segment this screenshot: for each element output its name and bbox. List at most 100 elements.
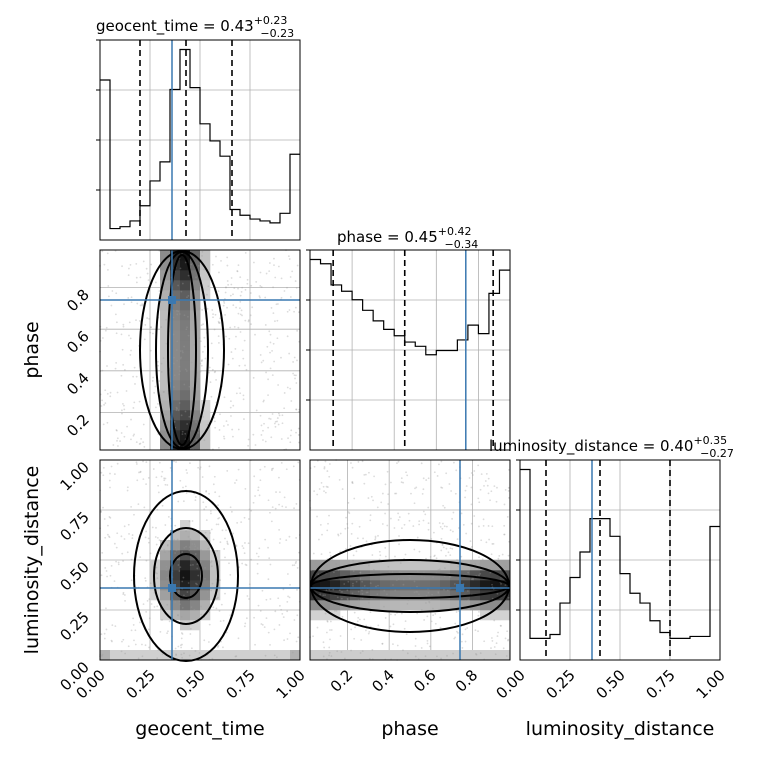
sample-point — [323, 466, 326, 468]
sample-point — [143, 445, 146, 448]
sample-point — [425, 594, 428, 597]
sample-point — [410, 492, 412, 495]
sample-point — [132, 407, 135, 409]
sample-point — [432, 614, 435, 617]
density-cell — [380, 560, 391, 571]
sample-point — [427, 528, 430, 531]
sample-point — [133, 433, 136, 436]
sample-point — [264, 296, 267, 299]
sample-point — [502, 647, 505, 650]
sample-point — [343, 583, 346, 585]
sample-point — [251, 306, 254, 309]
sample-point — [273, 654, 276, 657]
sample-point — [248, 508, 251, 511]
sample-point — [418, 523, 421, 526]
sample-point — [167, 282, 170, 284]
histogram-step — [520, 468, 720, 639]
sample-point — [225, 529, 227, 532]
sample-point — [367, 601, 370, 604]
sample-point — [145, 530, 148, 533]
sample-point — [475, 652, 477, 655]
sample-point — [256, 562, 259, 565]
sample-point — [225, 335, 227, 338]
sample-point — [174, 552, 177, 554]
sample-point — [201, 556, 204, 559]
sample-point — [160, 475, 163, 478]
sample-point — [457, 610, 460, 612]
density-cell — [140, 650, 151, 661]
sample-point — [429, 555, 432, 558]
sample-point — [337, 534, 340, 537]
sample-point — [357, 461, 360, 463]
sample-point — [372, 568, 375, 571]
sample-point — [254, 643, 256, 646]
sample-point — [465, 485, 468, 487]
sample-point — [371, 554, 374, 556]
sample-point — [239, 276, 242, 279]
sample-point — [483, 484, 485, 487]
sample-point — [119, 440, 121, 442]
density-cell — [310, 590, 321, 601]
density-cell — [160, 380, 171, 391]
sample-point — [176, 538, 179, 541]
sample-point — [447, 551, 450, 554]
sample-point — [431, 593, 434, 596]
sample-point — [175, 349, 178, 351]
sample-point — [131, 537, 134, 540]
sample-point — [244, 622, 247, 625]
sample-point — [253, 616, 255, 619]
sample-point — [489, 571, 492, 574]
sample-point — [278, 624, 281, 626]
sample-point — [507, 486, 510, 489]
sample-point — [324, 612, 327, 615]
sample-point — [259, 479, 262, 482]
title-phase: phase = 0.45+0.42 −0.34 — [337, 225, 478, 251]
sample-point — [478, 525, 480, 528]
sample-point — [453, 461, 455, 464]
sample-point — [445, 525, 448, 528]
sample-point — [135, 262, 138, 265]
sample-point — [105, 607, 107, 610]
sample-point — [235, 306, 238, 309]
sample-point — [387, 565, 390, 568]
sample-point — [322, 641, 325, 644]
sample-point — [232, 435, 234, 438]
sample-point — [398, 535, 400, 537]
density-cell — [320, 600, 331, 611]
sample-point — [269, 351, 271, 354]
sample-point — [235, 392, 238, 395]
sample-point — [156, 508, 159, 511]
sample-point — [125, 390, 128, 392]
sample-point — [432, 531, 435, 534]
sample-point — [338, 589, 341, 592]
sample-point — [226, 264, 229, 267]
sample-point — [349, 545, 352, 547]
sample-point — [178, 570, 181, 572]
sample-point — [286, 610, 289, 613]
sample-point — [117, 563, 120, 566]
sample-point — [242, 357, 245, 360]
sample-point — [325, 589, 328, 592]
sample-point — [160, 371, 163, 373]
density-cell — [190, 580, 201, 591]
sample-point — [287, 595, 289, 598]
sample-point — [283, 639, 285, 642]
sample-point — [139, 621, 141, 624]
sample-point — [210, 395, 213, 398]
sample-point — [352, 559, 355, 562]
sample-point — [222, 300, 225, 303]
sample-point — [193, 548, 196, 551]
density-cell — [380, 650, 391, 661]
sample-point — [130, 349, 132, 352]
sample-point — [157, 364, 159, 367]
sample-point — [230, 277, 233, 279]
sample-point — [293, 507, 295, 510]
density-cell — [490, 600, 501, 611]
density-cell — [170, 530, 181, 541]
sample-point — [293, 310, 295, 313]
sample-point — [312, 552, 315, 555]
sample-point — [365, 591, 368, 594]
density-cell — [160, 610, 171, 621]
density-cell — [160, 370, 171, 381]
